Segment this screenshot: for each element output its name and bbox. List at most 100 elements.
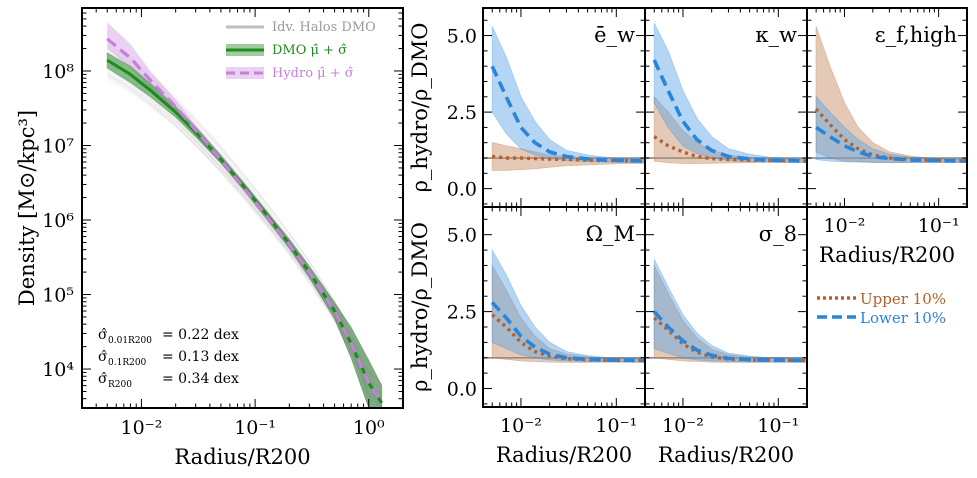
sigma-subscript: 0.01R200 <box>108 336 152 346</box>
idv-halo-line <box>107 67 383 401</box>
density-axes-frame <box>81 7 404 409</box>
upper-10-line <box>491 313 645 363</box>
ratio-y-tick-label: 5.0 <box>447 225 477 247</box>
ratio-plot-area <box>807 26 967 163</box>
lower-10-band <box>653 23 807 163</box>
lower-10-line <box>652 310 807 363</box>
ratio-y-tick-label: 5.0 <box>447 26 477 48</box>
legend-upper-label: Upper 10% <box>860 290 946 308</box>
ratio-panel-1: κ_w <box>644 7 808 208</box>
ratio-plot-area <box>483 248 645 363</box>
ratio-x-axis-label: Radius/R200 <box>658 443 794 467</box>
y-tick-label: 10⁵ <box>42 285 74 307</box>
idv-halo-line <box>106 65 383 397</box>
ratio-y-tick-label: 2.5 <box>447 302 477 324</box>
ratio-x-tick-label: 10⁻² <box>662 415 704 437</box>
lower-10-line <box>490 301 645 363</box>
idv-halo-line <box>106 59 376 408</box>
x-tick-label: 10⁻² <box>121 417 163 439</box>
idv-halo-line <box>106 66 369 408</box>
ratio-plot-area <box>483 26 645 171</box>
ratio-y-axis-label: ρ_hydro/ρ_DMO <box>408 23 432 193</box>
idv-halo-line <box>107 74 382 407</box>
idv-halo-line <box>106 61 382 401</box>
x-tick-label: 10⁰ <box>353 417 385 439</box>
idv-halo-line <box>106 75 383 406</box>
dmo-band <box>106 52 383 408</box>
panel-label: Ω_M <box>586 222 635 246</box>
lower-10-band <box>491 248 645 363</box>
idv-halo-line <box>106 57 382 399</box>
legend-entry-label: Idv. Halos DMO <box>272 20 376 35</box>
idv-halo-line <box>106 69 375 408</box>
panel-label: ē_w <box>594 23 635 47</box>
density-y-axis-label: Density [M⊙/kpc³] <box>15 110 39 306</box>
ratio-x-axis-label: Radius/R200 <box>496 443 632 467</box>
idv-halo-line <box>107 72 383 405</box>
idv-halo-line <box>106 72 383 408</box>
ratio-panel-3: Ω_M 0.0 2.5 5.0 ρ_hydro/ρ_DMO 10⁻² 10⁻¹ Radius/… <box>408 206 646 467</box>
sigma-subscript: 0.1R200 <box>108 358 147 368</box>
idv-halo-line <box>106 62 382 408</box>
panel-label: σ_8 <box>759 222 797 246</box>
upper-10-line <box>653 316 807 363</box>
y-tick-label: 10⁷ <box>42 135 74 157</box>
idv-halo-line <box>106 63 382 404</box>
upper-10-band <box>491 142 645 171</box>
x-tick-label: 10⁻¹ <box>234 417 276 439</box>
sigma-value: = 0.13 dex <box>162 349 239 365</box>
ratio-x-tick-label: 10⁻² <box>824 215 866 237</box>
idv-halo-line <box>106 57 383 407</box>
ratio-plot-area <box>645 259 807 363</box>
upper-10-band <box>653 265 807 363</box>
idv-halo-line <box>106 55 379 408</box>
y-tick-label: 10⁸ <box>42 61 74 83</box>
ratio-x-tick-label: 10⁻² <box>500 415 542 437</box>
idv-halo-line <box>106 66 376 408</box>
ratio-panels: ē_w 0.0 2.5 5.0 ρ_hydro/ρ_DMO κ_w ε_f,high 10⁻²… <box>408 7 968 467</box>
sigma-subscript: R200 <box>108 380 132 390</box>
panel-label: ε_f,high <box>875 23 957 47</box>
idv-halo-line <box>106 62 380 408</box>
legend-lower-label: Lower 10% <box>860 309 946 327</box>
idv-halo-line <box>106 68 382 408</box>
upper-10-band <box>491 263 645 363</box>
ratio-plot-area <box>645 23 807 164</box>
legend-entry-label: Hydro μ̂ + σ̂ <box>272 66 354 81</box>
legend-entry-label: DMO μ̂ + σ̂ <box>272 43 347 58</box>
ratio-x-tick-label: 10⁻¹ <box>757 415 799 437</box>
sigma-value: = 0.22 dex <box>162 327 239 343</box>
ratio-panel-2: ε_f,high 10⁻² 10⁻¹ Radius/R200 <box>806 7 968 267</box>
ratio-panel-0: ē_w 0.0 2.5 5.0 ρ_hydro/ρ_DMO <box>408 7 646 208</box>
idv-halo-line <box>106 59 382 408</box>
ratio-y-axis-label: ρ_hydro/ρ_DMO <box>408 222 432 392</box>
dmo-mean-line <box>106 58 383 404</box>
sigma-symbol: σ̂ <box>98 327 108 343</box>
idv-halo-line <box>107 80 374 408</box>
idv-halo-line <box>106 73 382 398</box>
ratio-y-tick-label: 0.0 <box>447 179 477 201</box>
idv-halo-line <box>106 60 379 408</box>
lower-10-line <box>490 65 645 163</box>
lower-10-band <box>491 26 645 163</box>
y-tick-label: 10⁶ <box>42 210 74 232</box>
idv-halo-line <box>106 74 374 408</box>
panel-label: κ_w <box>755 23 797 47</box>
ratio-x-tick-label: 10⁻¹ <box>918 215 960 237</box>
ratio-legend: Upper 10%Lower 10% <box>817 290 946 327</box>
sigma-symbol: σ̂ <box>98 349 108 365</box>
idv-halo-line <box>106 69 382 400</box>
idv-halo-line <box>106 66 383 401</box>
ratio-y-tick-label: 2.5 <box>447 102 477 124</box>
ratio-x-tick-label: 10⁻¹ <box>595 415 637 437</box>
ratio-axes-frame <box>644 206 808 408</box>
upper-10-band <box>653 95 807 164</box>
idv-halo-line <box>107 76 379 408</box>
lower-10-band <box>815 95 967 163</box>
idv-halo-line <box>107 77 381 408</box>
ratio-x-axis-label: Radius/R200 <box>819 243 955 267</box>
idv-halo-line <box>106 54 381 408</box>
density-x-axis-label: Radius/R200 <box>174 445 310 469</box>
sigma-value: = 0.34 dex <box>162 371 239 387</box>
lower-10-line <box>652 59 807 163</box>
